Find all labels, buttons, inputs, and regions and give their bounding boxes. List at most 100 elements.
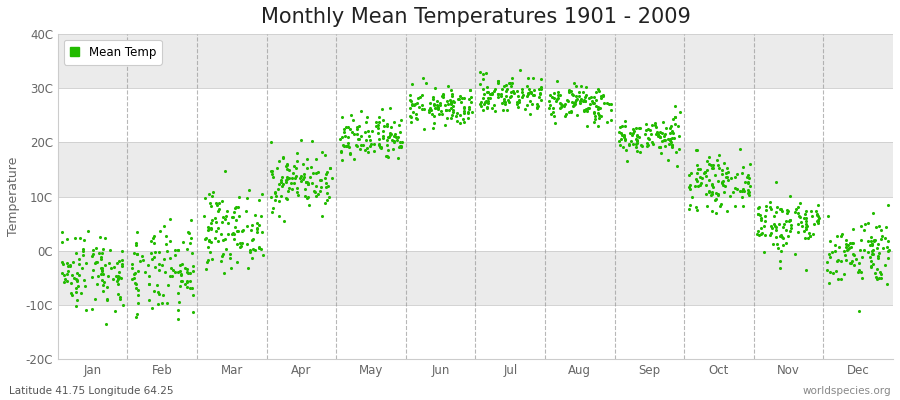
Point [440,98,454,104]
Point [89,245,104,251]
Point [476,71,491,77]
Point [230,217,244,223]
Point [612,138,626,144]
Point [617,133,632,140]
Point [654,150,669,156]
Point [423,105,437,112]
Point [278,178,293,185]
Point [252,244,266,250]
Point [484,91,499,97]
Point [439,107,454,113]
Point [597,99,611,106]
Point [585,98,599,104]
Point [496,107,510,114]
Point [866,251,880,258]
Point [380,137,394,143]
Point [770,204,784,211]
Point [141,262,156,268]
Point [487,102,501,108]
Point [622,141,636,147]
Point [682,185,697,192]
Point [873,227,887,233]
Point [202,200,217,207]
Point [95,267,110,274]
Point [360,144,374,151]
Point [772,221,787,227]
Point [741,178,755,185]
Point [245,237,259,243]
Point [255,229,269,235]
Point [55,259,69,266]
Point [55,228,69,235]
Point [839,257,853,263]
Point [855,275,869,282]
Point [478,99,492,106]
Point [754,230,769,237]
Point [515,89,529,96]
Point [774,206,788,213]
Point [272,212,286,219]
Point [574,95,589,102]
Point [702,188,716,194]
Point [634,142,648,148]
Point [444,101,458,107]
Point [569,97,583,103]
Point [472,81,487,87]
Point [764,225,778,232]
Point [503,94,517,100]
Point [102,260,116,266]
Point [292,175,307,181]
Point [346,130,361,137]
Point [456,116,471,122]
Point [481,95,495,101]
Point [526,74,540,81]
Point [562,86,576,93]
Point [94,271,108,278]
Point [246,236,260,242]
Point [274,178,288,185]
Point [788,251,802,257]
Point [446,103,460,109]
Point [734,194,749,200]
Point [869,266,884,272]
Point [776,235,790,241]
Point [558,112,572,119]
Point [235,228,249,234]
Point [773,232,788,239]
Point [225,214,239,220]
Point [76,245,90,252]
Point [94,265,109,271]
Point [111,276,125,282]
Point [872,223,886,230]
Point [70,270,85,276]
Point [758,213,772,220]
Point [563,109,578,115]
Point [658,136,672,143]
Point [663,125,678,131]
Point [579,106,593,112]
Point [795,223,809,229]
Point [864,234,878,240]
Point [633,149,647,156]
Point [227,231,241,238]
Point [546,109,561,116]
Point [55,239,69,245]
Point [289,173,303,179]
Point [402,96,417,103]
Point [641,126,655,132]
Point [391,137,405,143]
Point [339,142,354,149]
Point [570,95,584,102]
Point [698,191,713,198]
Point [184,270,198,277]
Point [339,124,354,130]
Point [491,78,505,84]
Point [410,99,424,106]
Point [464,109,479,115]
Point [280,165,294,172]
Point [604,100,618,107]
Point [564,91,579,98]
Point [325,174,339,181]
Point [880,255,895,261]
Point [783,193,797,200]
